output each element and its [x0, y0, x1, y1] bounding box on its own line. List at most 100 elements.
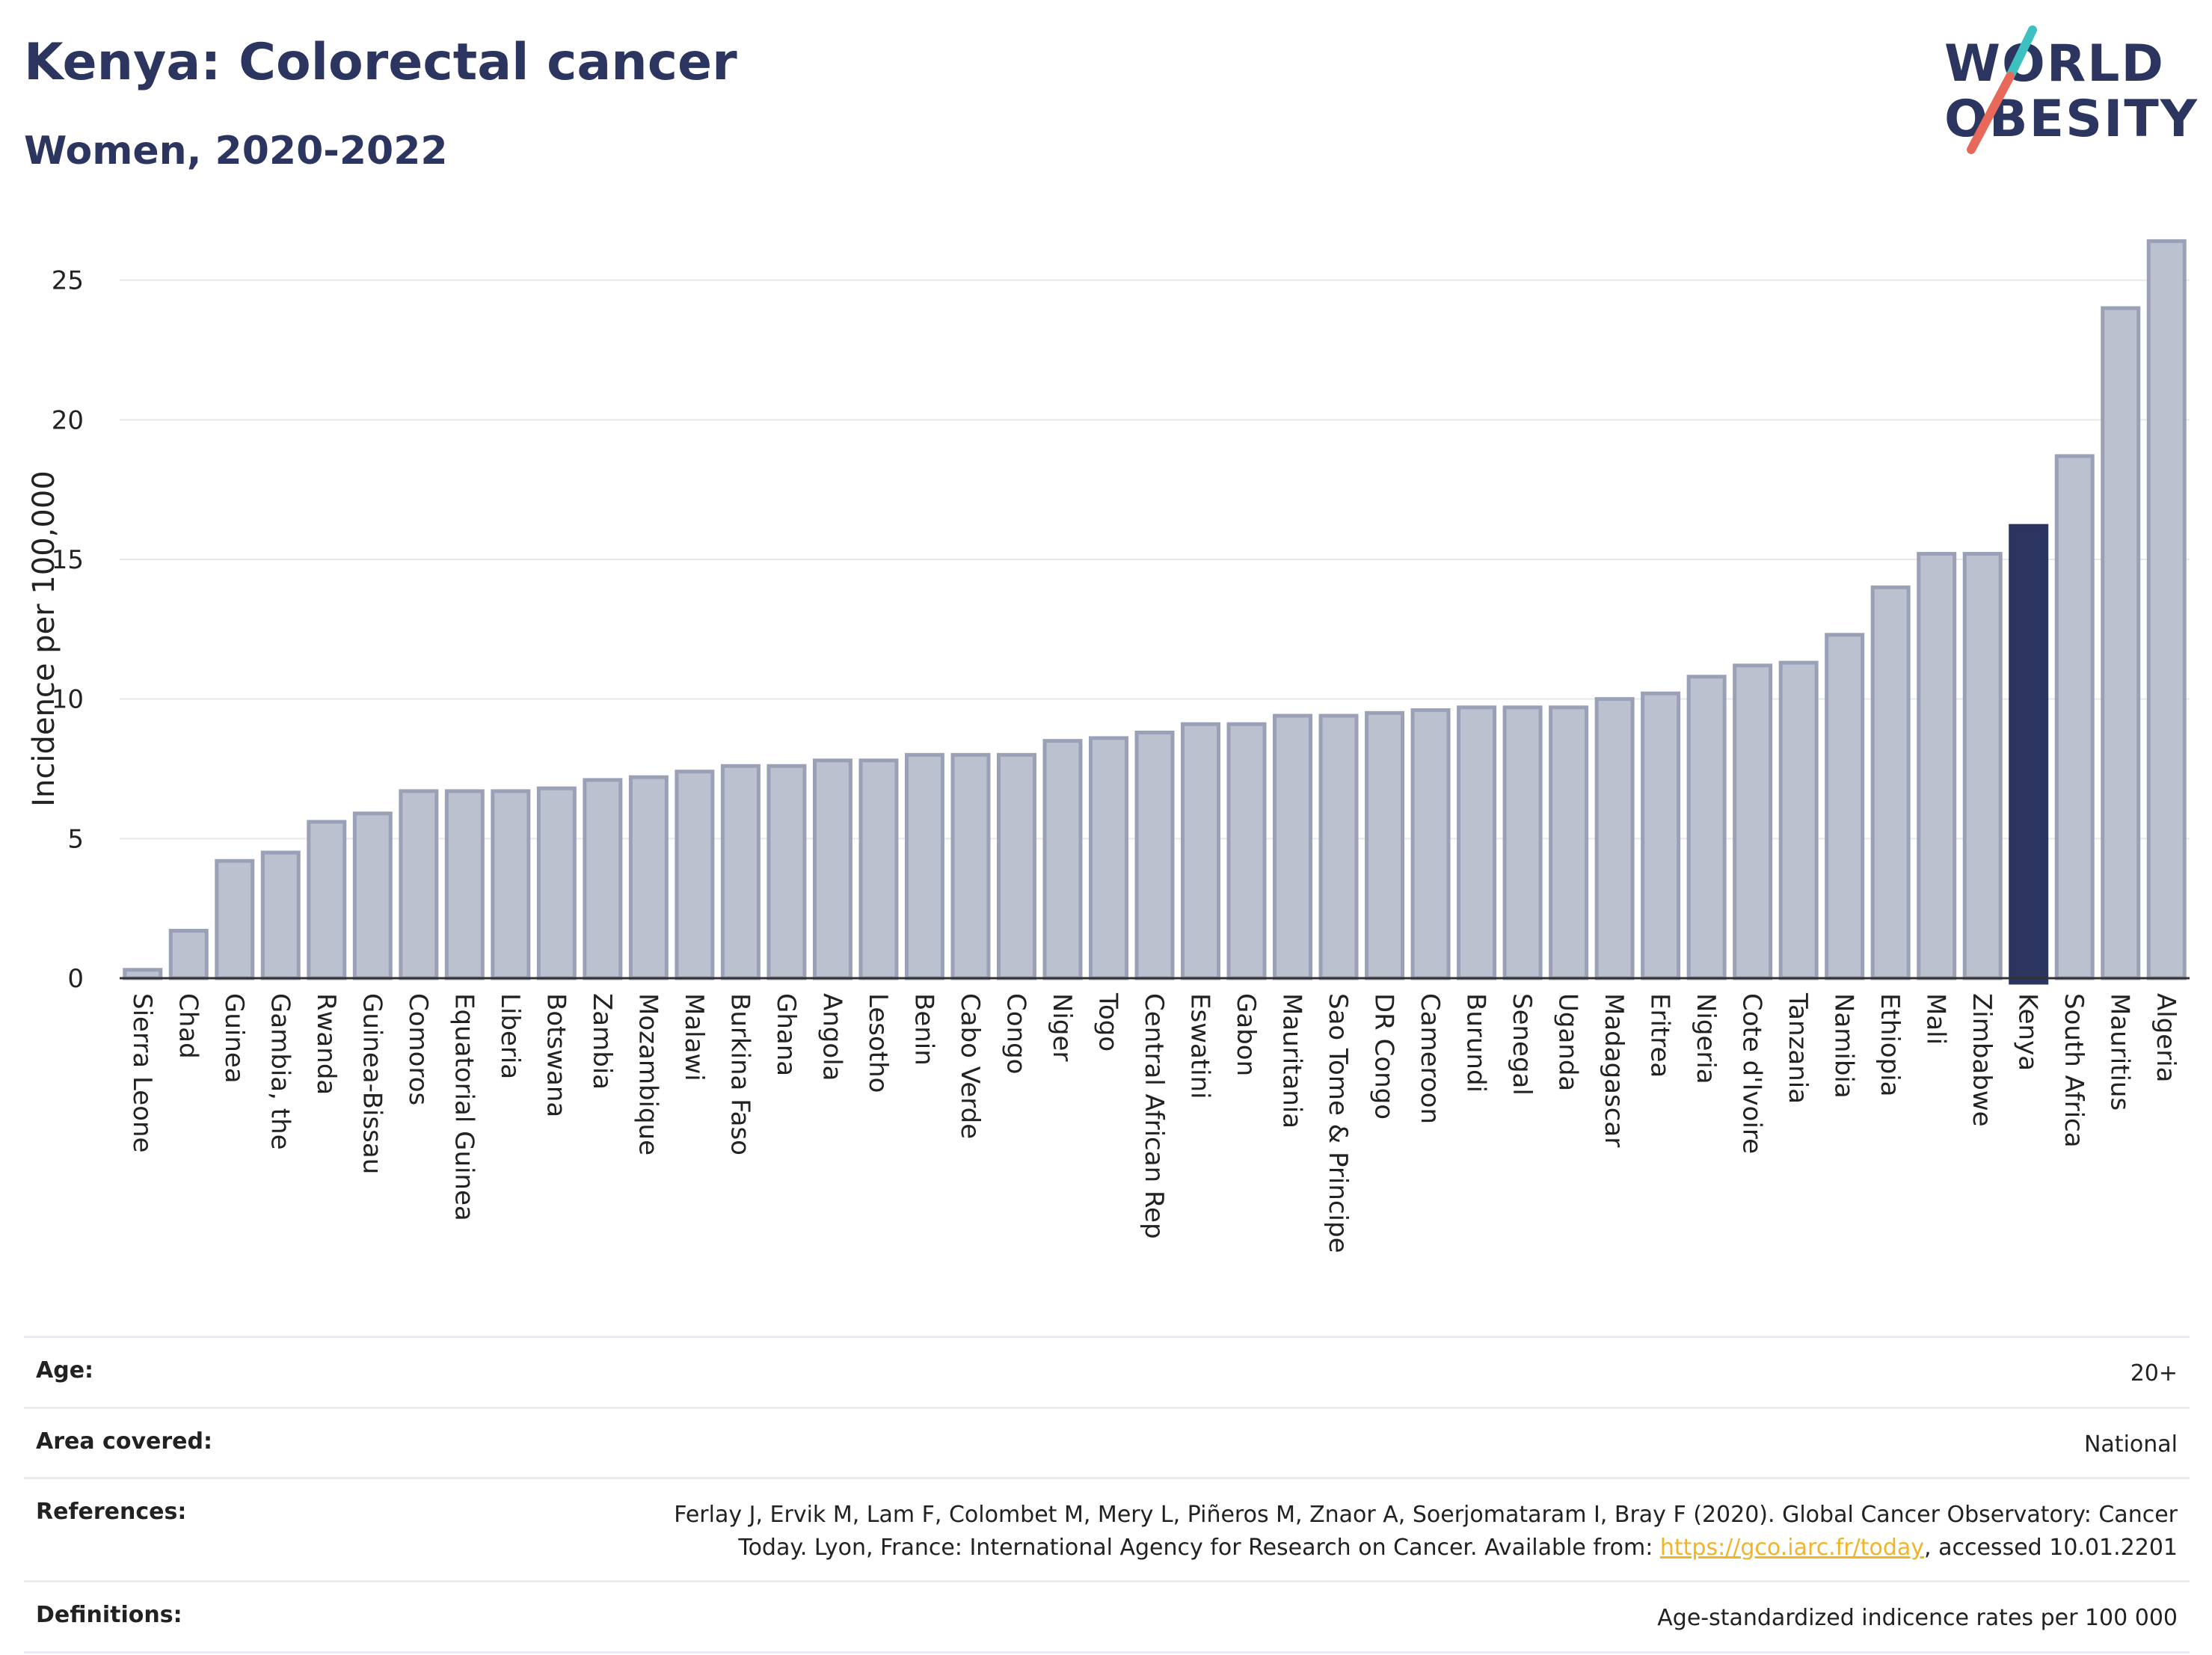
- references-line-2: Today. Lyon, France: International Agenc…: [738, 1534, 1660, 1561]
- bar: [1318, 713, 1359, 980]
- meta-row-age: Age: 20+: [24, 1336, 2190, 1407]
- bar: [1181, 722, 1221, 980]
- x-tick-label: Guinea: [219, 993, 249, 1084]
- x-tick-label: Togo: [1093, 992, 1122, 1051]
- y-tick-label: 25: [52, 266, 84, 296]
- metadata-table: Age: 20+ Area covered: National Referenc…: [24, 1336, 2190, 1654]
- meta-row-references: References: Ferlay J, Ervik M, Lam F, Co…: [24, 1477, 2190, 1580]
- y-tick-label: 0: [67, 964, 84, 994]
- x-tick-label: Benin: [909, 993, 938, 1066]
- bar: [1825, 633, 1865, 980]
- y-tick-label: 5: [67, 824, 84, 854]
- x-tick-label: South Africa: [2059, 993, 2089, 1148]
- bar: [858, 758, 899, 980]
- x-tick-label: Liberia: [495, 993, 525, 1079]
- bar: [491, 789, 531, 980]
- x-tick-label: DR Congo: [1369, 993, 1399, 1120]
- x-tick-label: Senegal: [1507, 993, 1537, 1096]
- bar: [1641, 691, 1681, 980]
- x-tick-label: Cabo Verde: [955, 993, 985, 1139]
- bar: [1962, 552, 2003, 980]
- bar: [1594, 697, 1635, 980]
- x-tick-label: Chad: [173, 993, 203, 1059]
- bar: [720, 764, 761, 980]
- x-tick-label: Angola: [817, 993, 847, 1081]
- y-tick-label: 15: [52, 545, 84, 575]
- x-tick-label: Cameroon: [1415, 993, 1445, 1124]
- bar: [950, 752, 991, 980]
- bar: [1549, 705, 1589, 980]
- bar: [123, 968, 163, 980]
- y-tick-label: 20: [52, 405, 84, 435]
- x-tick-label: Madagascar: [1599, 993, 1629, 1147]
- x-tick-label: Eritrea: [1645, 993, 1675, 1078]
- bar: [399, 789, 439, 980]
- bar: [628, 775, 669, 980]
- x-tick-label: Central African Rep: [1139, 993, 1169, 1239]
- bar: [1088, 736, 1128, 980]
- references-link[interactable]: https://gco.iarc.fr/today: [1659, 1534, 1925, 1561]
- x-tick-label: Mauritius: [2105, 993, 2135, 1111]
- x-tick-label: Mozambique: [633, 993, 663, 1155]
- bar: [583, 778, 623, 980]
- x-tick-label: Zambia: [587, 993, 617, 1090]
- x-tick-label: Mali: [1921, 993, 1951, 1045]
- bar: [444, 789, 485, 980]
- definitions-value: Age-standardized indicence rates per 100…: [1657, 1605, 2178, 1631]
- bar: [536, 786, 577, 980]
- bar: [352, 811, 393, 980]
- x-tick-label: Namibia: [1829, 993, 1859, 1099]
- y-tick-label: 10: [52, 685, 84, 715]
- bar-chart: 0 5 10 15 20 25 Incidence per 100,000 Sierra Le…: [27, 239, 2190, 1253]
- x-tick-label: Guinea-Bissau: [357, 993, 387, 1174]
- y-axis-label: Incidence per 100,000: [27, 470, 61, 807]
- x-tick-label: Lesotho: [863, 993, 893, 1093]
- x-tick-label: Niger: [1047, 993, 1077, 1061]
- x-tick-label: Gambia, the: [265, 993, 295, 1150]
- bar: [1457, 705, 1497, 980]
- x-tick-label: Ghana: [771, 993, 801, 1076]
- bar: [168, 929, 209, 980]
- bar: [904, 752, 944, 980]
- bar: [1502, 705, 1543, 980]
- x-tick-label: Burundi: [1461, 993, 1491, 1093]
- x-tick-label: Burkina Faso: [725, 993, 755, 1155]
- references-label: References:: [36, 1499, 187, 1525]
- world-obesity-logo: WORLD OBESITY: [1944, 22, 2197, 157]
- bar: [1042, 739, 1083, 980]
- bar: [1226, 722, 1267, 980]
- references-accessed: , accessed 10.01.2201: [1924, 1534, 2178, 1561]
- bar: [260, 850, 301, 980]
- definitions-label: Definitions:: [36, 1602, 182, 1628]
- x-tick-label: Kenya: [2013, 993, 2043, 1071]
- x-tick-label: Mauritania: [1277, 993, 1307, 1129]
- x-tick-label: Sao Tome & Principe: [1323, 993, 1353, 1253]
- bar: [1778, 660, 1819, 980]
- bar: [1273, 713, 1313, 980]
- bar: [1917, 552, 1957, 980]
- bar: [2101, 306, 2141, 980]
- age-label: Age:: [36, 1357, 94, 1384]
- page-subtitle: Women, 2020-2022: [24, 129, 448, 174]
- x-tick-label: Uganda: [1553, 993, 1583, 1091]
- references-line-1: Ferlay J, Ervik M, Lam F, Colombet M, Me…: [674, 1502, 2178, 1528]
- bar: [766, 764, 807, 980]
- bar: [1686, 675, 1727, 980]
- x-tick-label: Eswatini: [1185, 993, 1215, 1099]
- meta-row-area: Area covered: National: [24, 1406, 2190, 1478]
- bar: [996, 752, 1036, 980]
- x-tick-label: Malawi: [679, 993, 709, 1081]
- logo-line-1: WORLD: [1944, 34, 2165, 93]
- x-tick-label: Cote d'Ivoire: [1737, 993, 1767, 1154]
- bar: [2054, 454, 2095, 980]
- bar: [1134, 730, 1175, 980]
- area-value: National: [2083, 1431, 2178, 1458]
- bar: [2009, 523, 2049, 985]
- x-tick-label: Nigeria: [1691, 993, 1721, 1084]
- bar: [1410, 708, 1451, 980]
- x-tick-label: Algeria: [2151, 993, 2181, 1082]
- references-value: Ferlay J, Ervik M, Lam F, Colombet M, Me…: [305, 1499, 2178, 1564]
- bar: [1365, 710, 1405, 980]
- bar: [307, 820, 347, 980]
- x-tick-label: Zimbabwe: [1967, 993, 1997, 1127]
